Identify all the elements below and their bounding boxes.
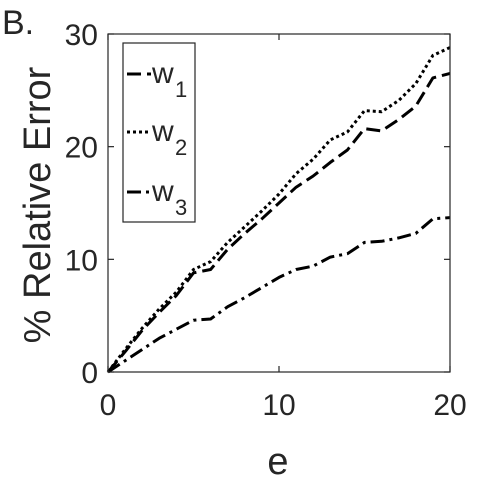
legend-subscript-w3: 3 [175, 195, 187, 220]
panel-label: B. [2, 4, 34, 42]
x-axis-label: e [267, 441, 288, 483]
series-line-w3 [107, 216, 451, 374]
legend: w 1w 2w 3 [122, 42, 196, 223]
plot-area [106, 46, 451, 374]
y-tick-label: 10 [65, 244, 98, 277]
legend-label-w2: w [151, 115, 174, 148]
y-axis-label: % Relative Error [17, 66, 59, 343]
legend-label-w1: w [151, 57, 174, 90]
x-tick-label: 20 [433, 389, 466, 422]
x-tick-label: 0 [100, 389, 117, 422]
x-tick-label: 10 [262, 389, 295, 422]
series-line-w2 [106, 46, 451, 373]
legend-subscript-w2: 2 [175, 135, 187, 160]
y-tick-label: 0 [81, 357, 98, 390]
y-tick-label: 20 [65, 132, 98, 165]
series-line-w1 [106, 71, 451, 373]
legend-subscript-w1: 1 [175, 77, 187, 102]
axes: 0 10 20 0 10 20 30 e % Relative Error [17, 19, 467, 483]
legend-label-w3: w [151, 175, 174, 208]
y-tick-label: 30 [65, 19, 98, 52]
